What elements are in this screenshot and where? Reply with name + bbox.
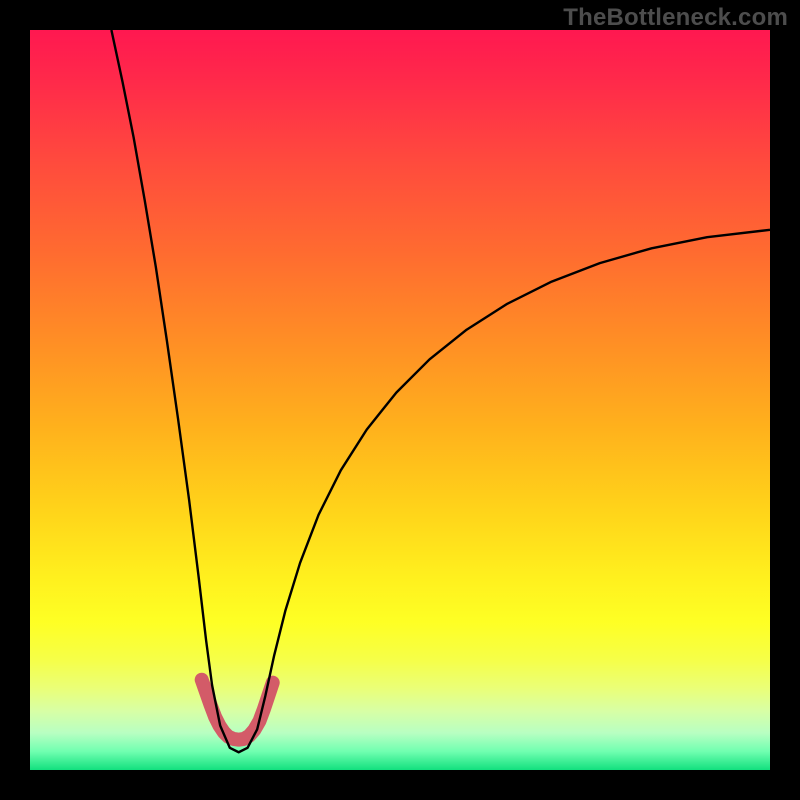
bottleneck-chart bbox=[0, 0, 800, 800]
chart-frame: TheBottleneck.com bbox=[0, 0, 800, 800]
gradient-background bbox=[30, 30, 770, 770]
watermark-text: TheBottleneck.com bbox=[563, 4, 788, 32]
